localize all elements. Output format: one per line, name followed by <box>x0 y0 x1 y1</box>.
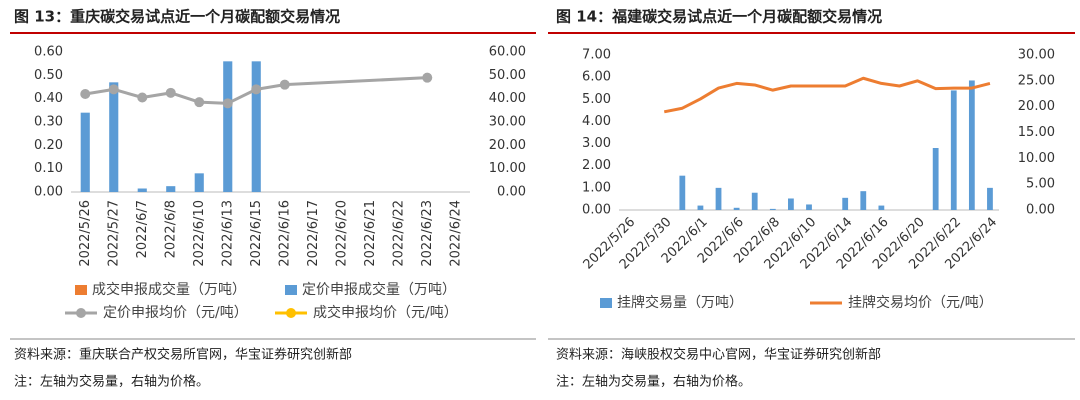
x-tick-label: 2022/6/21 <box>363 200 378 267</box>
y2-tick-label: 30.00 <box>489 115 526 130</box>
legend-swatch <box>75 285 87 295</box>
y-tick-label: 0.10 <box>34 161 63 176</box>
legend-label: 定价申报均价（元/吨） <box>103 305 248 321</box>
bar <box>788 198 794 210</box>
bar <box>987 187 993 210</box>
y2-tick-label: 5.00 <box>1026 177 1055 192</box>
y-tick-label: 0.60 <box>34 45 63 60</box>
bar <box>751 192 758 210</box>
bar <box>950 90 957 210</box>
x-tick-label: 2022/5/27 <box>106 200 121 267</box>
y-tick-label: 4.00 <box>582 114 611 129</box>
legend-label: 定价申报成交量（万吨） <box>302 281 456 298</box>
bar <box>878 205 885 210</box>
y-tick-label: 5.00 <box>582 92 611 107</box>
bar <box>194 173 204 192</box>
bar <box>769 208 776 210</box>
legend-marker <box>76 308 86 318</box>
note: 注：左轴为交易量，右轴为价格。 <box>556 374 751 390</box>
marker <box>108 84 119 95</box>
x-tick-label: 2022/6/8 <box>163 200 178 258</box>
bar <box>166 186 176 192</box>
y-tick-label: 0.00 <box>34 185 63 200</box>
legend-label: 挂牌交易量（万吨） <box>617 294 743 311</box>
y2-tick-label: 0.00 <box>497 185 526 200</box>
legend-label: 成交申报均价（元/吨） <box>313 304 458 321</box>
y-tick-label: 7.00 <box>582 48 611 63</box>
y-tick-label: 0.20 <box>34 138 63 153</box>
bar <box>109 82 119 192</box>
x-tick-label: 2022/6/13 <box>220 200 235 267</box>
x-tick-label: 2022/6/24 <box>448 200 463 267</box>
bar <box>223 61 233 193</box>
y2-tick-label: 25.00 <box>1018 73 1055 88</box>
marker <box>422 72 433 83</box>
bar <box>932 148 939 210</box>
x-tick-label: 2022/6/10 <box>192 200 207 267</box>
bar <box>842 197 849 210</box>
marker <box>222 98 233 109</box>
figure-title: 图 14：福建碳交易试点近一个月碳配额交易情况 <box>556 8 882 26</box>
y2-tick-label: 40.00 <box>489 91 526 106</box>
marker <box>279 79 290 90</box>
source: 资料来源：海峡股权交易中心官网，华宝证券研究创新部 <box>556 347 881 363</box>
y-tick-label: 0.50 <box>34 68 63 83</box>
legend-label: 挂牌交易均价（元/吨） <box>848 294 993 311</box>
y2-tick-label: 0.00 <box>1026 203 1055 218</box>
bar <box>733 207 740 210</box>
bar <box>860 191 867 210</box>
y2-tick-label: 15.00 <box>1018 125 1055 140</box>
y-tick-label: 0.00 <box>582 203 611 218</box>
x-tick-label: 2022/6/15 <box>249 200 264 267</box>
bar <box>968 80 975 210</box>
y2-tick-label: 60.00 <box>489 45 526 60</box>
bar <box>251 61 261 193</box>
y-tick-label: 0.40 <box>34 91 63 106</box>
y2-tick-label: 20.00 <box>489 138 526 153</box>
y-tick-label: 0.30 <box>34 115 63 130</box>
x-tick-label: 2022/6/17 <box>306 200 321 267</box>
x-tick-label: 2022/6/16 <box>277 200 292 267</box>
source: 资料来源：重庆联合产权交易所官网，华宝证券研究创新部 <box>14 347 352 363</box>
marker <box>80 89 91 99</box>
gap-connector <box>284 76 428 87</box>
bar <box>80 112 90 192</box>
marker <box>194 97 205 108</box>
legend-swatch <box>285 285 297 295</box>
marker <box>165 87 176 98</box>
bar <box>679 175 686 210</box>
y2-tick-label: 50.00 <box>489 68 526 83</box>
legend-marker <box>286 308 296 318</box>
y2-tick-label: 20.00 <box>1018 99 1055 114</box>
legend-swatch <box>600 298 612 308</box>
marker <box>251 84 262 95</box>
marker <box>137 92 148 103</box>
x-tick-label: 2022/6/7 <box>135 200 150 258</box>
bar <box>715 187 722 210</box>
x-tick-label: 2022/6/20 <box>334 200 349 267</box>
y2-tick-label: 30.00 <box>1018 48 1055 63</box>
y-tick-label: 6.00 <box>582 70 611 85</box>
y2-tick-label: 10.00 <box>1018 151 1055 166</box>
y-tick-label: 2.00 <box>582 158 611 173</box>
line <box>663 76 991 114</box>
bar <box>137 188 147 192</box>
bar <box>697 205 704 210</box>
legend-label: 成交申报成交量（万吨） <box>92 281 246 298</box>
x-tick-label: 2022/6/22 <box>391 200 406 267</box>
y-tick-label: 1.00 <box>582 180 611 195</box>
note: 注：左轴为交易量，右轴为价格。 <box>14 374 209 390</box>
x-tick-label: 2022/6/23 <box>420 200 435 267</box>
x-tick-label: 2022/5/26 <box>78 200 93 267</box>
y2-tick-label: 10.00 <box>489 161 526 176</box>
figure-title: 图 13：重庆碳交易试点近一个月碳配额交易情况 <box>14 8 340 26</box>
y-tick-label: 3.00 <box>582 136 611 151</box>
bar <box>806 204 812 210</box>
